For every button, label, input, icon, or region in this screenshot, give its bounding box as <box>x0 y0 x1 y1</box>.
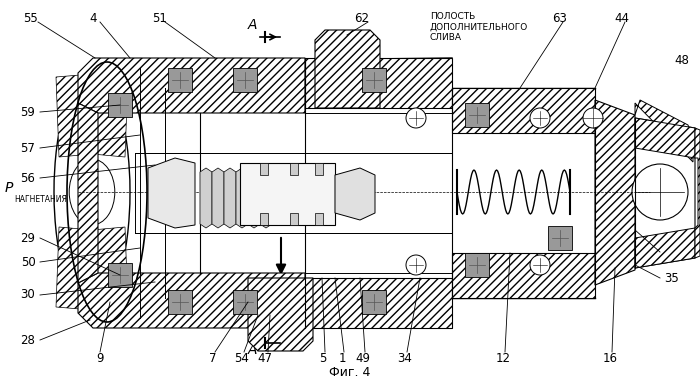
Text: НАГНЕТАНИЯ: НАГНЕТАНИЯ <box>14 195 67 205</box>
Polygon shape <box>56 74 128 157</box>
Polygon shape <box>335 168 375 220</box>
Polygon shape <box>635 228 695 268</box>
Text: 48: 48 <box>675 53 690 67</box>
Text: 4: 4 <box>90 11 97 24</box>
Bar <box>233 68 257 92</box>
Text: ПОЛОСТЬ
СЛИВА: ПОЛОСТЬ СЛИВА <box>202 298 248 317</box>
Circle shape <box>530 255 550 275</box>
Polygon shape <box>135 153 452 233</box>
Polygon shape <box>212 168 224 228</box>
Text: 55: 55 <box>22 11 37 24</box>
Text: 59: 59 <box>20 106 36 118</box>
Text: 35: 35 <box>664 272 680 285</box>
Polygon shape <box>290 163 298 175</box>
Bar <box>548 226 572 250</box>
Text: 57: 57 <box>20 141 36 155</box>
Text: 56: 56 <box>20 171 36 184</box>
Text: 34: 34 <box>398 352 412 365</box>
Bar <box>362 68 386 92</box>
Polygon shape <box>305 58 452 108</box>
Polygon shape <box>595 100 635 285</box>
Polygon shape <box>148 158 195 228</box>
Polygon shape <box>290 213 298 225</box>
Circle shape <box>583 108 603 128</box>
Text: ПОЛОСТЬ
ДОПОЛНИТЕЛЬНОГО
СЛИВА: ПОЛОСТЬ ДОПОЛНИТЕЛЬНОГО СЛИВА <box>430 12 528 42</box>
Text: А: А <box>247 343 257 357</box>
Text: 44: 44 <box>615 11 629 24</box>
Polygon shape <box>260 163 268 175</box>
Polygon shape <box>78 58 305 113</box>
Bar <box>108 93 132 117</box>
Ellipse shape <box>54 72 130 312</box>
Polygon shape <box>635 100 693 162</box>
Text: 47: 47 <box>258 352 272 365</box>
Polygon shape <box>236 168 248 228</box>
Text: Р: Р <box>5 181 13 195</box>
Polygon shape <box>56 227 128 310</box>
Polygon shape <box>224 168 236 228</box>
Text: 54: 54 <box>234 352 249 365</box>
Ellipse shape <box>69 159 115 225</box>
Polygon shape <box>248 168 260 228</box>
Bar <box>233 290 257 314</box>
Polygon shape <box>635 118 695 158</box>
Bar <box>108 263 132 287</box>
Circle shape <box>632 164 688 220</box>
Text: 9: 9 <box>97 352 104 365</box>
Polygon shape <box>695 128 700 258</box>
Text: 50: 50 <box>20 256 36 269</box>
Text: 16: 16 <box>603 352 617 365</box>
Circle shape <box>530 108 550 128</box>
Text: 12: 12 <box>496 352 510 365</box>
Circle shape <box>406 108 426 128</box>
Text: 1: 1 <box>338 352 346 365</box>
Text: 5: 5 <box>319 352 327 365</box>
Text: 28: 28 <box>20 333 36 346</box>
Text: 18: 18 <box>664 245 680 258</box>
Bar <box>465 103 489 127</box>
Polygon shape <box>452 253 595 298</box>
Polygon shape <box>260 213 268 225</box>
Bar <box>362 290 386 314</box>
Circle shape <box>406 255 426 275</box>
Text: 30: 30 <box>20 288 36 301</box>
Polygon shape <box>315 30 380 108</box>
Polygon shape <box>200 168 212 228</box>
Bar <box>465 253 489 277</box>
Text: 51: 51 <box>153 11 167 24</box>
Text: 49: 49 <box>356 352 370 365</box>
Text: 63: 63 <box>552 11 568 24</box>
Polygon shape <box>315 213 323 225</box>
Polygon shape <box>260 168 272 228</box>
Polygon shape <box>452 88 595 133</box>
Polygon shape <box>240 163 335 225</box>
Text: 7: 7 <box>209 352 217 365</box>
Bar <box>168 290 192 314</box>
Text: Фиг. 4: Фиг. 4 <box>329 365 371 378</box>
Polygon shape <box>305 278 452 328</box>
Text: 29: 29 <box>20 232 36 245</box>
Text: 62: 62 <box>354 11 370 24</box>
Polygon shape <box>635 118 695 268</box>
Text: А: А <box>247 18 257 32</box>
Polygon shape <box>78 273 305 328</box>
Polygon shape <box>315 163 323 175</box>
Bar <box>168 68 192 92</box>
Polygon shape <box>248 278 313 351</box>
Polygon shape <box>78 103 98 283</box>
